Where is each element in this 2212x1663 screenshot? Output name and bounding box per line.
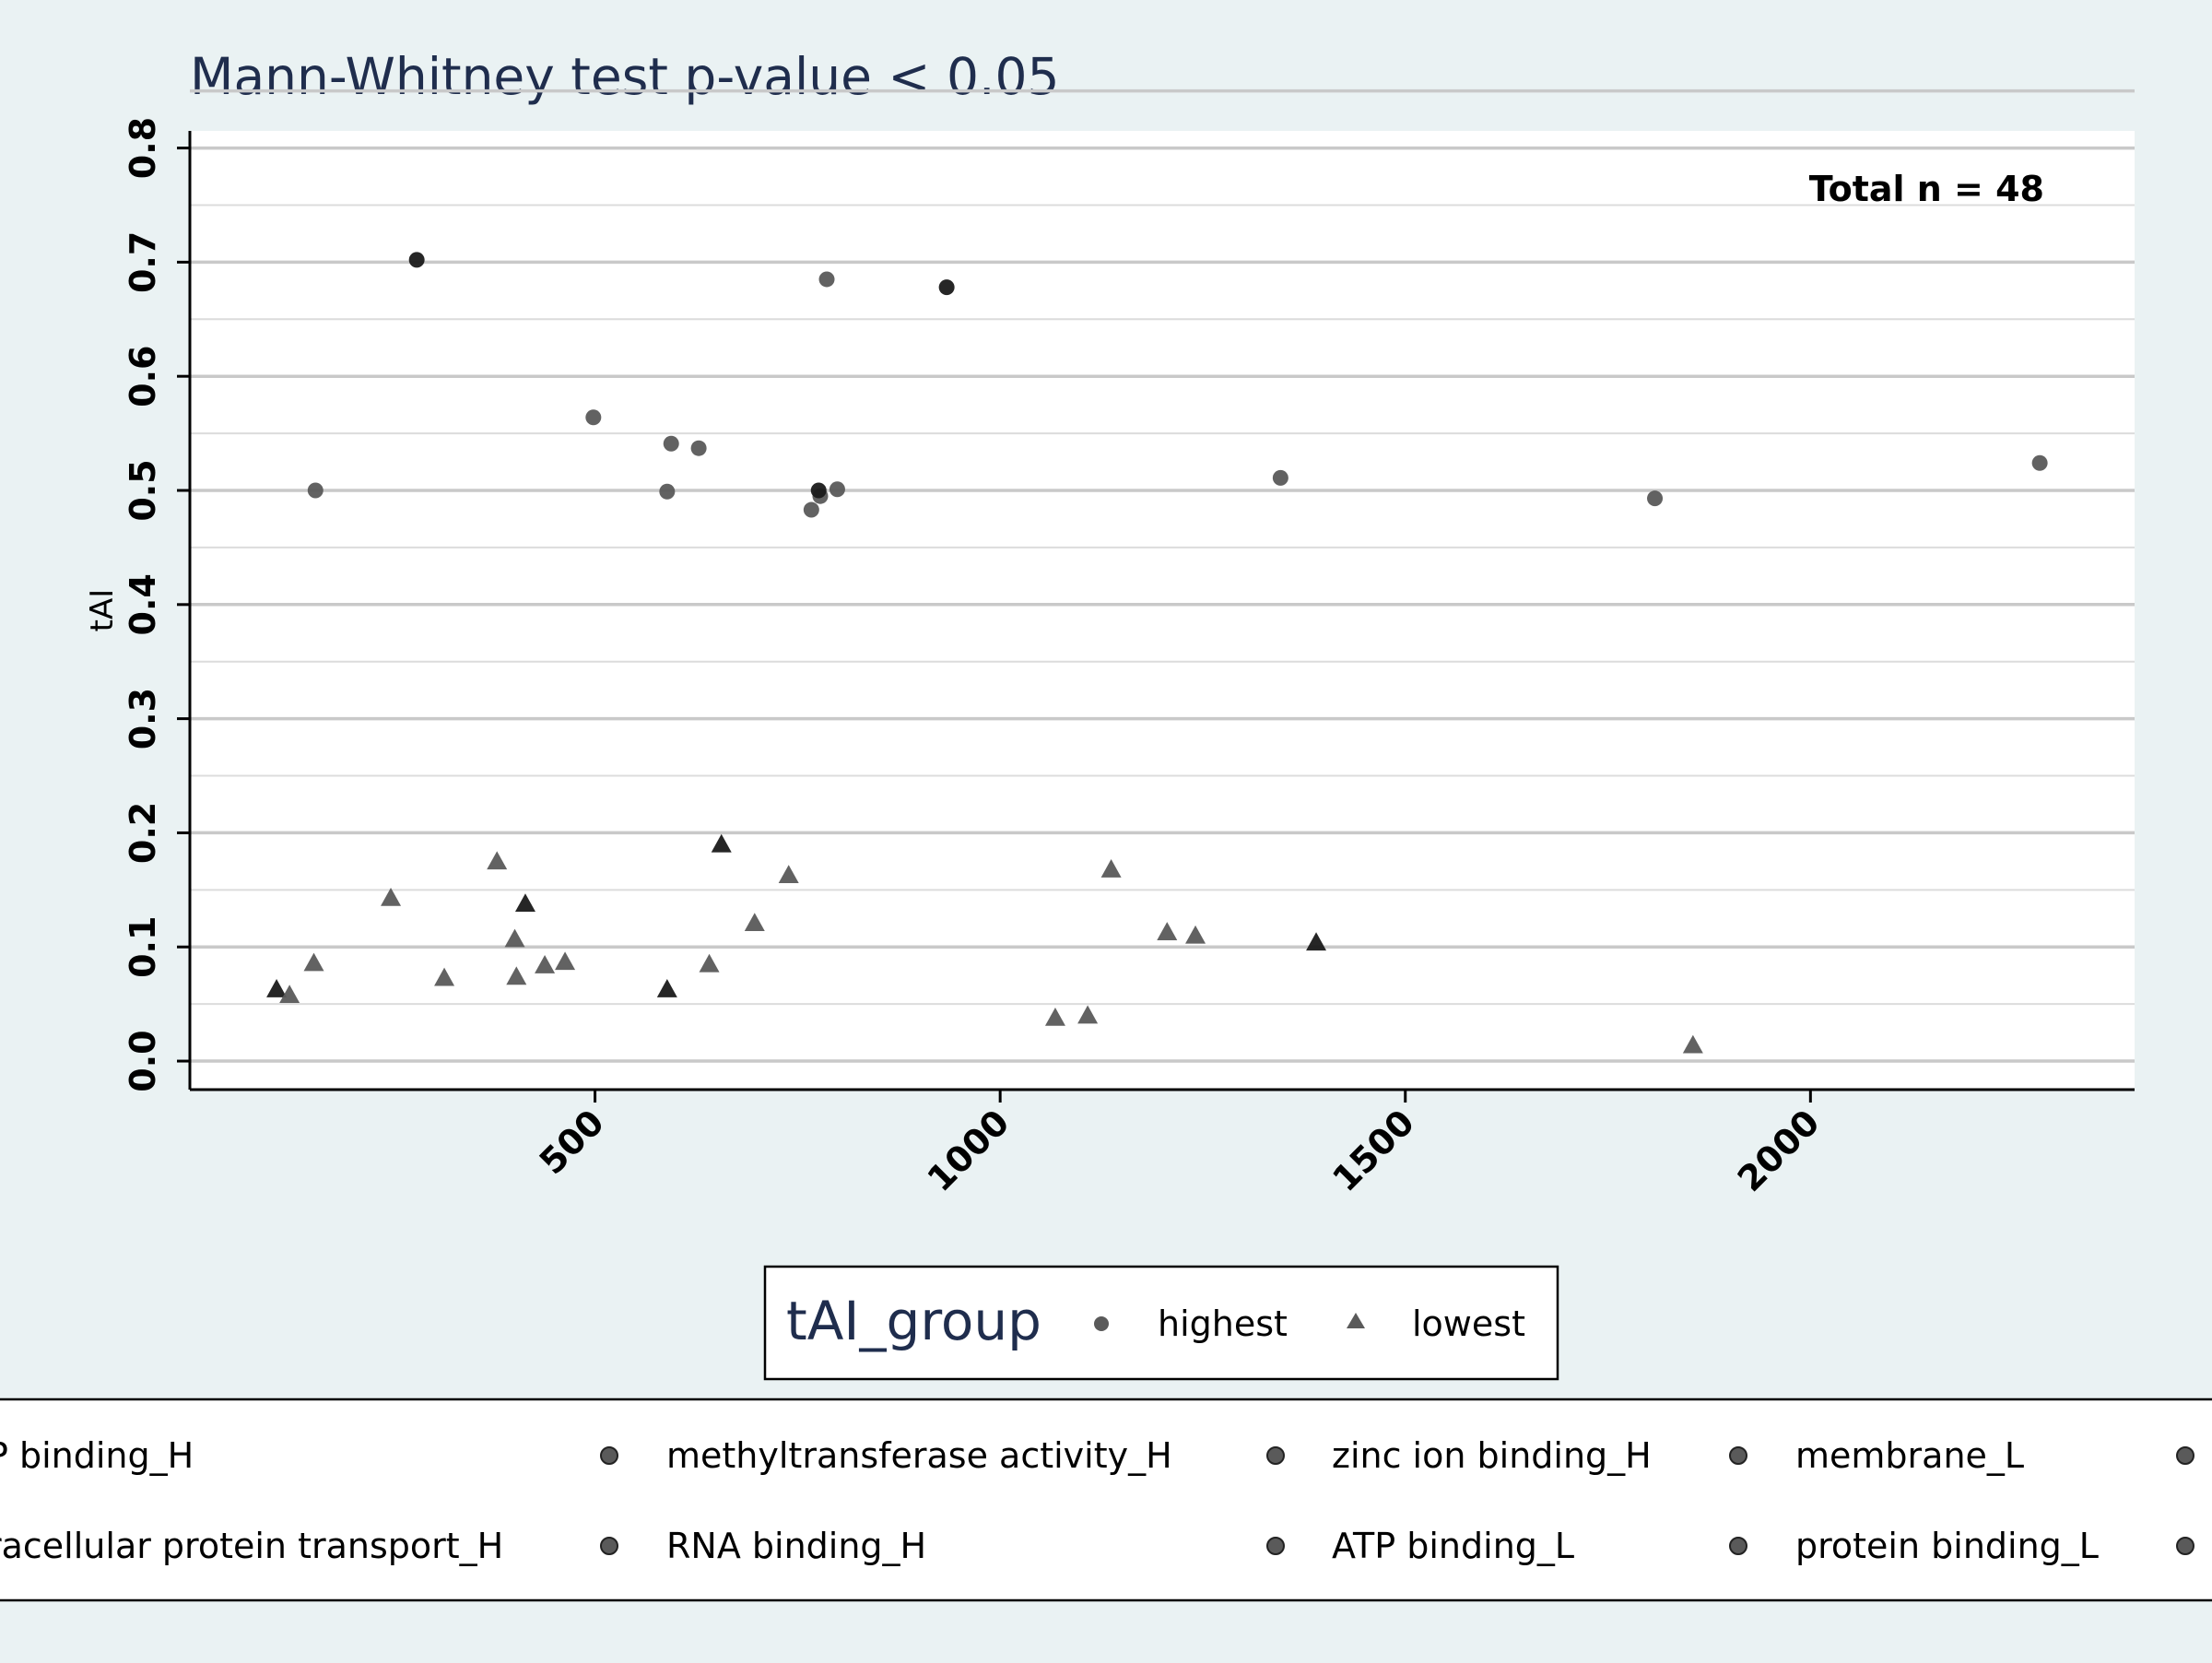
bottom-legend-label: ATP binding_L (1332, 1526, 1574, 1566)
data-point-lowest (656, 979, 677, 997)
data-point-highest (1272, 469, 1288, 486)
bottom-legend-marker (1266, 1537, 1285, 1555)
y-axis-label: tAI (84, 589, 121, 632)
data-point-highest (663, 435, 679, 452)
bottom-legend-label: P binding_H (0, 1435, 194, 1476)
data-point-lowest (1185, 925, 1206, 944)
y-tick-label: 0.7 (123, 231, 163, 293)
bottom-legend-label: methyltransferase activity_H (666, 1435, 1172, 1476)
data-point-lowest (1682, 1034, 1703, 1054)
bottom-legend-marker (1729, 1537, 1747, 1555)
data-point-lowest (1157, 922, 1178, 940)
data-point-lowest (303, 952, 324, 972)
y-tick-label: 0.3 (123, 688, 163, 749)
data-point-lowest (744, 913, 765, 932)
bottom-legend: P binding_H methyltransferase activity_H… (0, 1398, 2212, 1602)
data-point-lowest (1044, 1008, 1065, 1026)
data-point-highest (810, 482, 827, 499)
bottom-legend-label: RNA binding_H (666, 1526, 926, 1566)
data-point-lowest (555, 951, 576, 971)
data-point-lowest (381, 888, 402, 906)
data-point-lowest (778, 865, 799, 884)
data-point-lowest (504, 928, 525, 948)
data-point-lowest (434, 967, 455, 986)
data-point-lowest (266, 979, 288, 997)
data-point-lowest (1077, 1005, 1099, 1024)
y-tick-label: 0.5 (123, 459, 163, 521)
data-point-highest (829, 481, 845, 498)
legend-lowest-label: lowest (1412, 1303, 1525, 1344)
y-tick-label: 0.0 (123, 1030, 163, 1091)
legend-highest-marker (1094, 1316, 1109, 1331)
y-tick-label: 0.4 (123, 573, 163, 635)
group-legend-box (763, 1265, 1559, 1381)
bottom-legend-label: protein binding_L (1795, 1526, 2099, 1566)
legend-lowest-marker (1347, 1313, 1365, 1328)
data-point-lowest (487, 851, 508, 870)
bottom-legend-marker (1266, 1446, 1285, 1465)
bottom-legend-marker (600, 1446, 618, 1465)
total-n-annotation: Total n = 48 (1809, 169, 2044, 209)
data-point-lowest (1100, 859, 1122, 878)
data-point-highest (307, 482, 324, 499)
data-point-lowest (1306, 932, 1327, 951)
chart-title: Mann-Whitney test p-value < 0.05 (190, 47, 1059, 106)
data-point-highest (585, 409, 602, 426)
data-point-highest (659, 483, 676, 500)
data-point-highest (408, 252, 425, 268)
bottom-legend-box (0, 1398, 2212, 1602)
legend-highest-label: highest (1158, 1303, 1288, 1344)
data-point-lowest (535, 955, 556, 973)
data-point-lowest (514, 893, 535, 912)
data-point-lowest (699, 953, 720, 973)
group-legend: tAI_group highest lowest (763, 1265, 1559, 1381)
bottom-legend-marker (2176, 1446, 2194, 1465)
y-tick-label: 0.6 (123, 346, 163, 407)
data-point-lowest (506, 966, 527, 985)
bottom-legend-label: racellular protein transport_H (0, 1526, 503, 1566)
data-point-lowest (279, 985, 300, 1004)
y-tick-label: 0.1 (123, 916, 163, 978)
data-point-lowest (711, 833, 732, 853)
legend-title: tAI_group (786, 1290, 1041, 1352)
data-point-highest (2031, 454, 2048, 471)
bottom-legend-marker (600, 1537, 618, 1555)
data-point-highest (1647, 490, 1664, 507)
bottom-legend-label: zinc ion binding_H (1332, 1435, 1652, 1476)
bottom-legend-label: membrane_L (1795, 1435, 2024, 1476)
plot-area (190, 131, 2135, 1090)
gridlines (190, 88, 2135, 1063)
y-tick-label: 0.8 (123, 117, 163, 179)
data-point-highest (938, 279, 955, 296)
bottom-legend-marker (2176, 1537, 2194, 1555)
data-points (266, 252, 2048, 1054)
data-point-highest (803, 501, 819, 518)
bottom-legend-marker (1729, 1446, 1747, 1465)
data-point-highest (690, 440, 707, 456)
y-tick-label: 0.2 (123, 802, 163, 864)
data-point-highest (818, 271, 835, 288)
